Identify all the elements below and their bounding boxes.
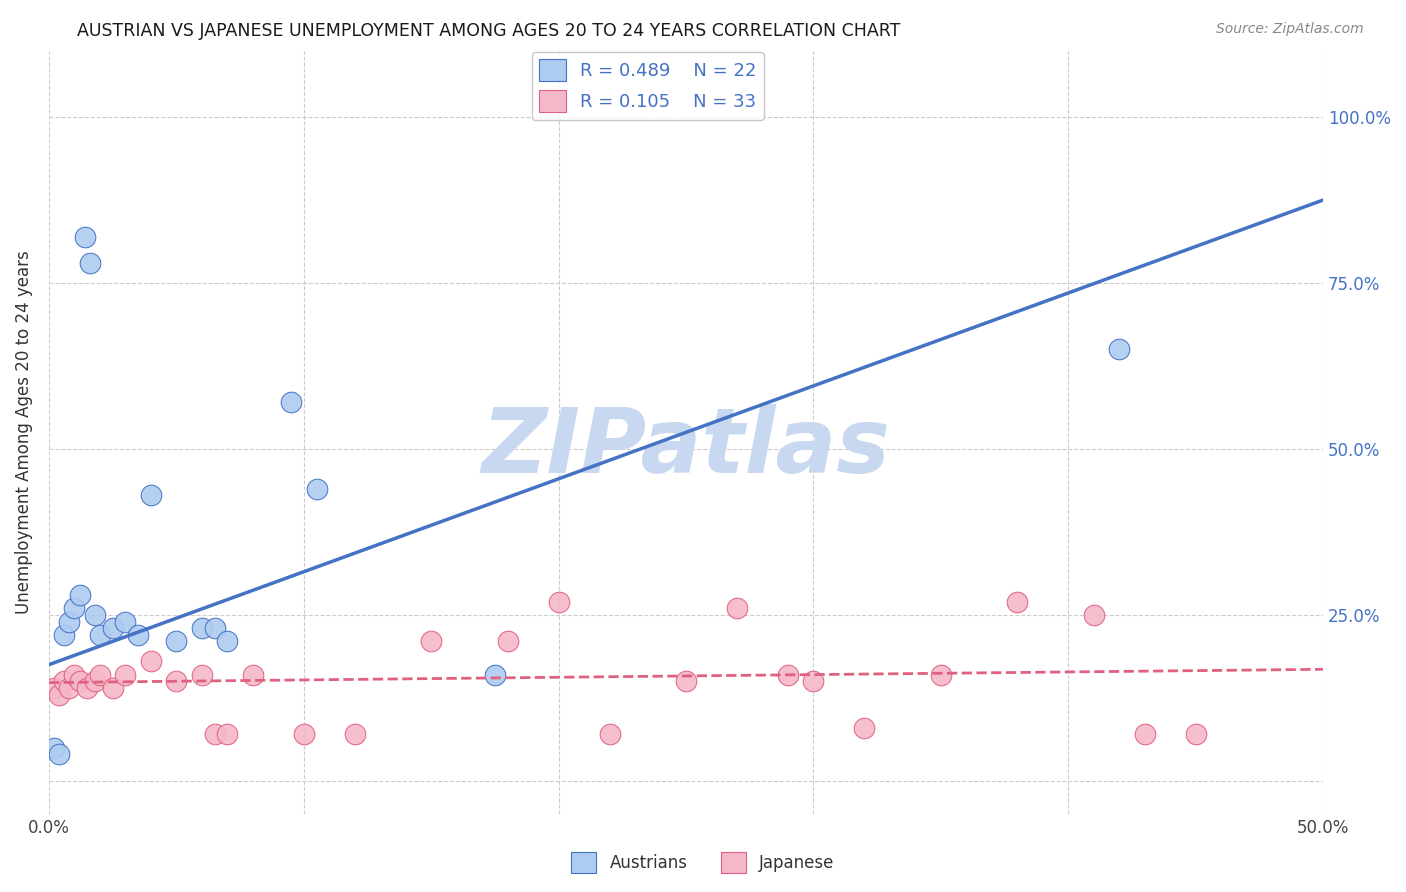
Point [204, 621, 226, 635]
Point [343, 727, 366, 741]
Legend: Austrians, Japanese: Austrians, Japanese [565, 846, 841, 880]
Text: AUSTRIAN VS JAPANESE UNEMPLOYMENT AMONG AGES 20 TO 24 YEARS CORRELATION CHART: AUSTRIAN VS JAPANESE UNEMPLOYMENT AMONG … [77, 22, 901, 40]
Point [101, 621, 124, 635]
Point [165, 634, 187, 648]
Point [53, 628, 76, 642]
Point [42, 740, 65, 755]
Point [89, 628, 111, 642]
Text: ZIPatlas: ZIPatlas [482, 403, 890, 491]
Point [484, 667, 506, 681]
Point [48, 688, 70, 702]
Point [675, 674, 697, 689]
Point [79, 256, 101, 270]
Point [58, 681, 80, 695]
Point [242, 667, 264, 681]
Point [139, 488, 162, 502]
Point [420, 634, 443, 648]
Point [53, 674, 76, 689]
Point [803, 674, 825, 689]
Point [1007, 594, 1029, 608]
Point [63, 667, 86, 681]
Point [280, 395, 302, 409]
Point [292, 727, 315, 741]
Point [547, 594, 569, 608]
Point [599, 727, 621, 741]
Point [69, 588, 91, 602]
Point [101, 681, 124, 695]
Point [776, 667, 799, 681]
Point [853, 721, 876, 735]
Point [1184, 727, 1206, 741]
Point [305, 482, 328, 496]
Point [191, 667, 214, 681]
Point [58, 615, 80, 629]
Point [217, 634, 239, 648]
Point [89, 667, 111, 681]
Point [127, 628, 149, 642]
Point [929, 667, 952, 681]
Point [496, 634, 519, 648]
Point [114, 615, 136, 629]
Point [73, 229, 96, 244]
Point [139, 654, 162, 668]
Point [204, 727, 226, 741]
Point [83, 674, 105, 689]
Point [165, 674, 187, 689]
Point [63, 601, 86, 615]
Point [48, 747, 70, 762]
Point [69, 674, 91, 689]
Point [1108, 343, 1130, 357]
Point [217, 727, 239, 741]
Point [191, 621, 214, 635]
Legend: R = 0.489    N = 22, R = 0.105    N = 33: R = 0.489 N = 22, R = 0.105 N = 33 [531, 52, 763, 120]
Point [1133, 727, 1156, 741]
Point [725, 601, 748, 615]
Point [76, 681, 98, 695]
Text: Source: ZipAtlas.com: Source: ZipAtlas.com [1216, 22, 1364, 37]
Point [42, 681, 65, 695]
Point [1083, 607, 1105, 622]
Point [83, 607, 105, 622]
Y-axis label: Unemployment Among Ages 20 to 24 years: Unemployment Among Ages 20 to 24 years [15, 251, 32, 615]
Point [114, 667, 136, 681]
